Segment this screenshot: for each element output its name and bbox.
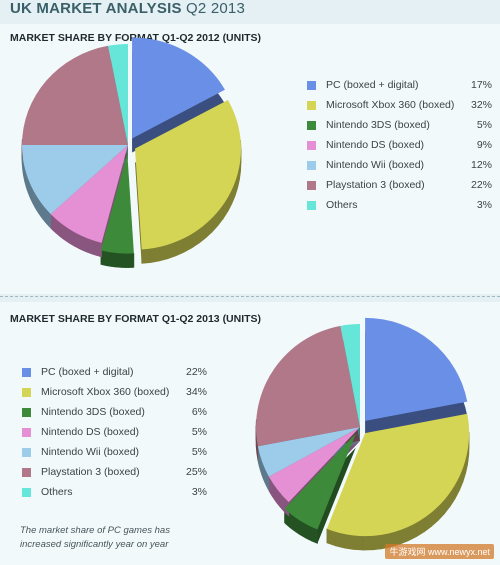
pie-slice-side-microsoft-xbox-360-boxed [353,535,364,551]
pie-slice-pc-boxed-digital [132,37,225,139]
legend-swatch [307,100,316,110]
pie-slice-side-microsoft-xbox-360-boxed [371,534,382,551]
pie-slice-nintendo-3ds-boxed [284,433,356,530]
legend-value: 12% [470,159,492,171]
legend-swatch [22,427,31,437]
watermark-logo: 牛游戏网 www.newyx.net [385,544,494,559]
legend-item-nintendo-wii-boxed: Nintendo Wii (boxed) 12% [307,155,492,175]
legend-value: 22% [185,366,207,378]
legend-value: 9% [476,139,492,151]
legend-swatch [22,367,31,377]
pie-slice-playstation-3-boxed [256,325,360,447]
legend-item-microsoft-xbox-360-boxed: Microsoft Xbox 360 (boxed) 34% [22,382,207,402]
legend-swatch [307,200,316,210]
pie-slice-nintendo-wii-boxed [22,145,128,215]
pie-chart-2012 [21,37,242,268]
legend-item-others: Others 3% [22,482,207,502]
page-title-main: UK Market Analysis [10,0,182,17]
legend-item-nintendo-ds-boxed: Nintendo DS (boxed) 5% [22,422,207,442]
legend-value: 5% [476,119,492,131]
legend-label: Microsoft Xbox 360 (boxed) [41,386,170,398]
legend-2013: PC (boxed + digital) 22% Microsoft Xbox 36… [22,362,207,502]
legend-value: 3% [476,199,492,211]
legend-item-nintendo-3ds-boxed: Nintendo 3DS (boxed) 6% [22,402,207,422]
legend-item-pc-boxed-digital: PC (boxed + digital) 22% [22,362,207,382]
section-divider [0,296,500,297]
legend-value: 5% [191,426,207,438]
legend-label: Nintendo 3DS (boxed) [326,119,430,131]
legend-value: 22% [470,179,492,191]
page-title-period: Q2 2013 [186,0,245,17]
legend-item-others: Others 3% [307,195,492,215]
legend-label: Nintendo DS (boxed) [41,426,140,438]
legend-swatch [22,387,31,397]
pie-slice-nintendo-ds-boxed [50,145,128,243]
legend-label: PC (boxed + digital) [41,366,134,378]
legend-label: Others [41,486,73,498]
chart-title-2013: MARKET SHARE BY FORMAT Q1-Q2 2013 (UNITS… [10,313,262,325]
legend-swatch [307,140,316,150]
legend-label: Microsoft Xbox 360 (boxed) [326,99,455,111]
legend-swatch [22,487,31,497]
pie-slice-nintendo-3ds-boxed [100,152,134,254]
legend-label: Nintendo Wii (boxed) [326,159,425,171]
legend-swatch [22,467,31,477]
pie-slice-microsoft-xbox-360-boxed [135,100,242,250]
legend-label: Nintendo Wii (boxed) [41,446,140,458]
legend-label: PC (boxed + digital) [326,79,419,91]
legend-item-playstation-3-boxed: Playstation 3 (boxed) 22% [307,175,492,195]
legend-value: 17% [470,79,492,91]
legend-item-playstation-3-boxed: Playstation 3 (boxed) 25% [22,462,207,482]
pie-slice-microsoft-xbox-360-boxed [326,413,470,537]
legend-item-nintendo-ds-boxed: Nintendo DS (boxed) 9% [307,135,492,155]
legend-value: 25% [185,466,207,478]
pie-slice-others [340,323,360,427]
legend-value: 34% [185,386,207,398]
legend-swatch [307,120,316,130]
legend-swatch [307,180,316,190]
legend-item-pc-boxed-digital: PC (boxed + digital) 17% [307,75,492,95]
legend-value: 32% [470,99,492,111]
legend-value: 5% [191,446,207,458]
legend-value: 3% [191,486,207,498]
legend-swatch [307,80,316,90]
pie-slice-nintendo-wii-boxed [257,427,360,477]
pie-slice-nintendo-ds-boxed [268,427,360,503]
legend-label: Nintendo DS (boxed) [326,139,425,151]
pie-slice-others [108,44,128,145]
legend-swatch [22,407,31,417]
legend-item-nintendo-3ds-boxed: Nintendo 3DS (boxed) 5% [307,115,492,135]
page-title: UK Market Analysis Q2 2013 [10,0,245,17]
legend-label: Playstation 3 (boxed) [41,466,140,478]
pie-slice-side-microsoft-xbox-360-boxed [344,533,354,550]
pie-slice-side-microsoft-xbox-360-boxed [335,531,345,549]
pie-slice-playstation-3-boxed [22,45,128,145]
legend-item-nintendo-wii-boxed: Nintendo Wii (boxed) 5% [22,442,207,462]
legend-label: Others [326,199,358,211]
legend-label: Nintendo 3DS (boxed) [41,406,145,418]
legend-label: Playstation 3 (boxed) [326,179,425,191]
legend-value: 6% [191,406,207,418]
legend-item-microsoft-xbox-360-boxed: Microsoft Xbox 360 (boxed) 32% [307,95,492,115]
footnote: The market share of PC games has increas… [20,525,170,550]
pie-slice-side-microsoft-xbox-360-boxed [362,535,373,551]
legend-2012: PC (boxed + digital) 17% Microsoft Xbox 36… [307,75,492,215]
legend-swatch [22,447,31,457]
pie-slice-pc-boxed-digital [365,317,468,421]
legend-swatch [307,160,316,170]
